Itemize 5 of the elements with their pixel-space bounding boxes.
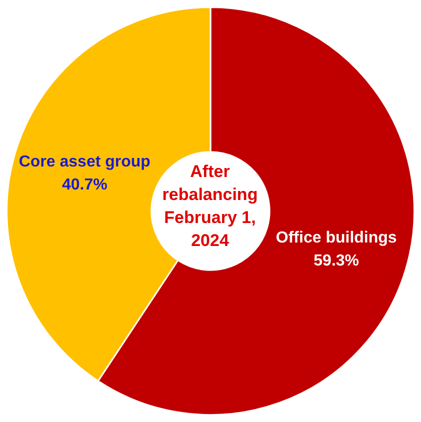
slice-label: Office buildings xyxy=(276,229,397,246)
slice-label: Core asset group xyxy=(18,154,151,171)
text: After rebalancing February 1, 2024 xyxy=(161,161,259,252)
data-label: 59.3% xyxy=(314,252,360,270)
data-label: 40.7% xyxy=(62,176,108,194)
